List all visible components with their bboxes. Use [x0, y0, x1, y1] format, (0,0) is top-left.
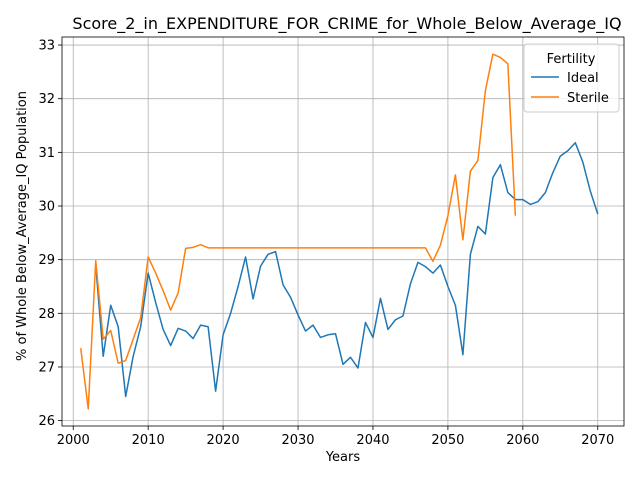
x-tick-label: 2070: [581, 433, 614, 448]
plot-area-frame: [61, 36, 625, 427]
y-tick-label: 30: [38, 200, 55, 215]
x-axis-ticks: 2000 2010 2020 2030 2040 2050 2060 2070: [57, 426, 614, 448]
y-axis-title: % of Whole Below_Average_IQ Population: [15, 91, 30, 361]
x-tick-label: 2010: [132, 433, 165, 448]
chart-title: Score_2_in_EXPENDITURE_FOR_CRIME_for_Who…: [72, 14, 621, 34]
legend-label-ideal: Ideal: [567, 71, 599, 86]
y-tick-label: 32: [38, 92, 55, 107]
x-tick-label: 2020: [207, 433, 240, 448]
y-tick-label: 28: [38, 307, 55, 322]
y-axis-ticks: 26 27 28 29 30 31 32 33: [38, 39, 62, 429]
y-tick-label: 33: [38, 39, 55, 54]
series-lines: [79, 53, 599, 410]
x-tick-label: 2030: [281, 433, 314, 448]
x-tick-label: 2060: [506, 433, 539, 448]
legend-title: Fertility: [547, 52, 596, 67]
legend-label-sterile: Sterile: [567, 91, 609, 106]
x-tick-label: 2000: [57, 433, 90, 448]
y-tick-label: 29: [38, 253, 55, 268]
y-tick-label: 31: [38, 146, 55, 161]
x-axis-title: Years: [325, 450, 361, 465]
y-tick-label: 27: [38, 360, 55, 375]
y-tick-label: 26: [38, 414, 55, 429]
y-gridlines: [62, 44, 624, 422]
x-tick-label: 2040: [356, 433, 389, 448]
x-tick-label: 2050: [431, 433, 464, 448]
legend-box: [523, 43, 620, 113]
x-gridlines: [72, 37, 599, 426]
legend: Fertility Ideal Sterile: [523, 43, 620, 113]
series-line-sterile: [79, 53, 517, 410]
